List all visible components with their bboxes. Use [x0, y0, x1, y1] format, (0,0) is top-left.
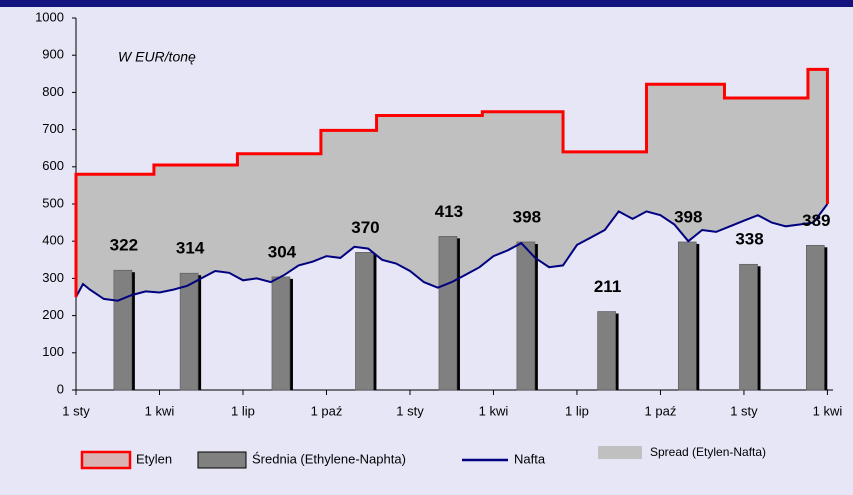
- legend-swatch: [80, 450, 132, 470]
- etylen-line: [74, 67, 829, 297]
- x-tick-label: 1 paź: [645, 403, 677, 418]
- x-tick-label: 1 sty: [396, 403, 424, 418]
- legend-label: Etylen: [136, 451, 172, 466]
- y-tick-label: 600: [42, 158, 64, 173]
- x-tick-label: 1 lip: [565, 403, 589, 418]
- value-label: 338: [735, 230, 763, 249]
- bar: [516, 241, 536, 391]
- bar: [113, 269, 133, 391]
- nafta-line: [75, 203, 829, 302]
- y-tick-label: 500: [42, 195, 64, 210]
- bar: [438, 236, 458, 391]
- y-tick-label: 400: [42, 233, 64, 248]
- x-tick-label: 1 sty: [730, 403, 758, 418]
- x-tick-label: 1 lip: [231, 403, 255, 418]
- value-label: 211: [594, 277, 621, 296]
- bar: [597, 311, 616, 391]
- y-tick-label: 300: [42, 270, 64, 285]
- x-tick-label: 1 sty: [62, 403, 90, 418]
- value-label: 413: [435, 202, 463, 221]
- value-label: 322: [110, 236, 138, 255]
- x-tick-label: 1 kwi: [145, 403, 175, 418]
- bar: [271, 276, 291, 391]
- y-tick-label: 700: [42, 121, 64, 136]
- top-band: [0, 0, 853, 7]
- legend-label: Nafta: [514, 451, 546, 466]
- value-label: 304: [268, 242, 297, 261]
- x-tick-label: 1 paź: [311, 403, 343, 418]
- value-label: 389: [802, 211, 830, 230]
- legend-label: Spread (Etylen-Nafta): [650, 445, 766, 459]
- bar: [806, 244, 825, 391]
- y-tick-label: 900: [42, 47, 64, 62]
- y-tick-label: 800: [42, 84, 64, 99]
- y-tick-label: 200: [42, 307, 64, 322]
- bar: [677, 241, 697, 391]
- bar: [179, 272, 199, 391]
- bar: [355, 252, 374, 391]
- value-label: 398: [674, 207, 702, 226]
- y-tick-label: 100: [42, 344, 64, 359]
- spread-area: [76, 69, 828, 301]
- legend-label: Średnia (Ethylene-Naphta): [252, 451, 406, 466]
- x-tick-label: 1 kwi: [813, 403, 843, 418]
- legend-swatch: [598, 446, 642, 459]
- value-label: 398: [513, 207, 541, 226]
- legend-swatch: [197, 451, 247, 469]
- value-label: 370: [351, 218, 379, 237]
- bar: [739, 263, 758, 391]
- y-tick-label: 0: [57, 381, 64, 396]
- value-label: 314: [176, 239, 205, 258]
- y-tick-label: 1000: [35, 9, 64, 24]
- annotation: W EUR/tonę: [118, 49, 196, 65]
- x-tick-label: 1 kwi: [479, 403, 509, 418]
